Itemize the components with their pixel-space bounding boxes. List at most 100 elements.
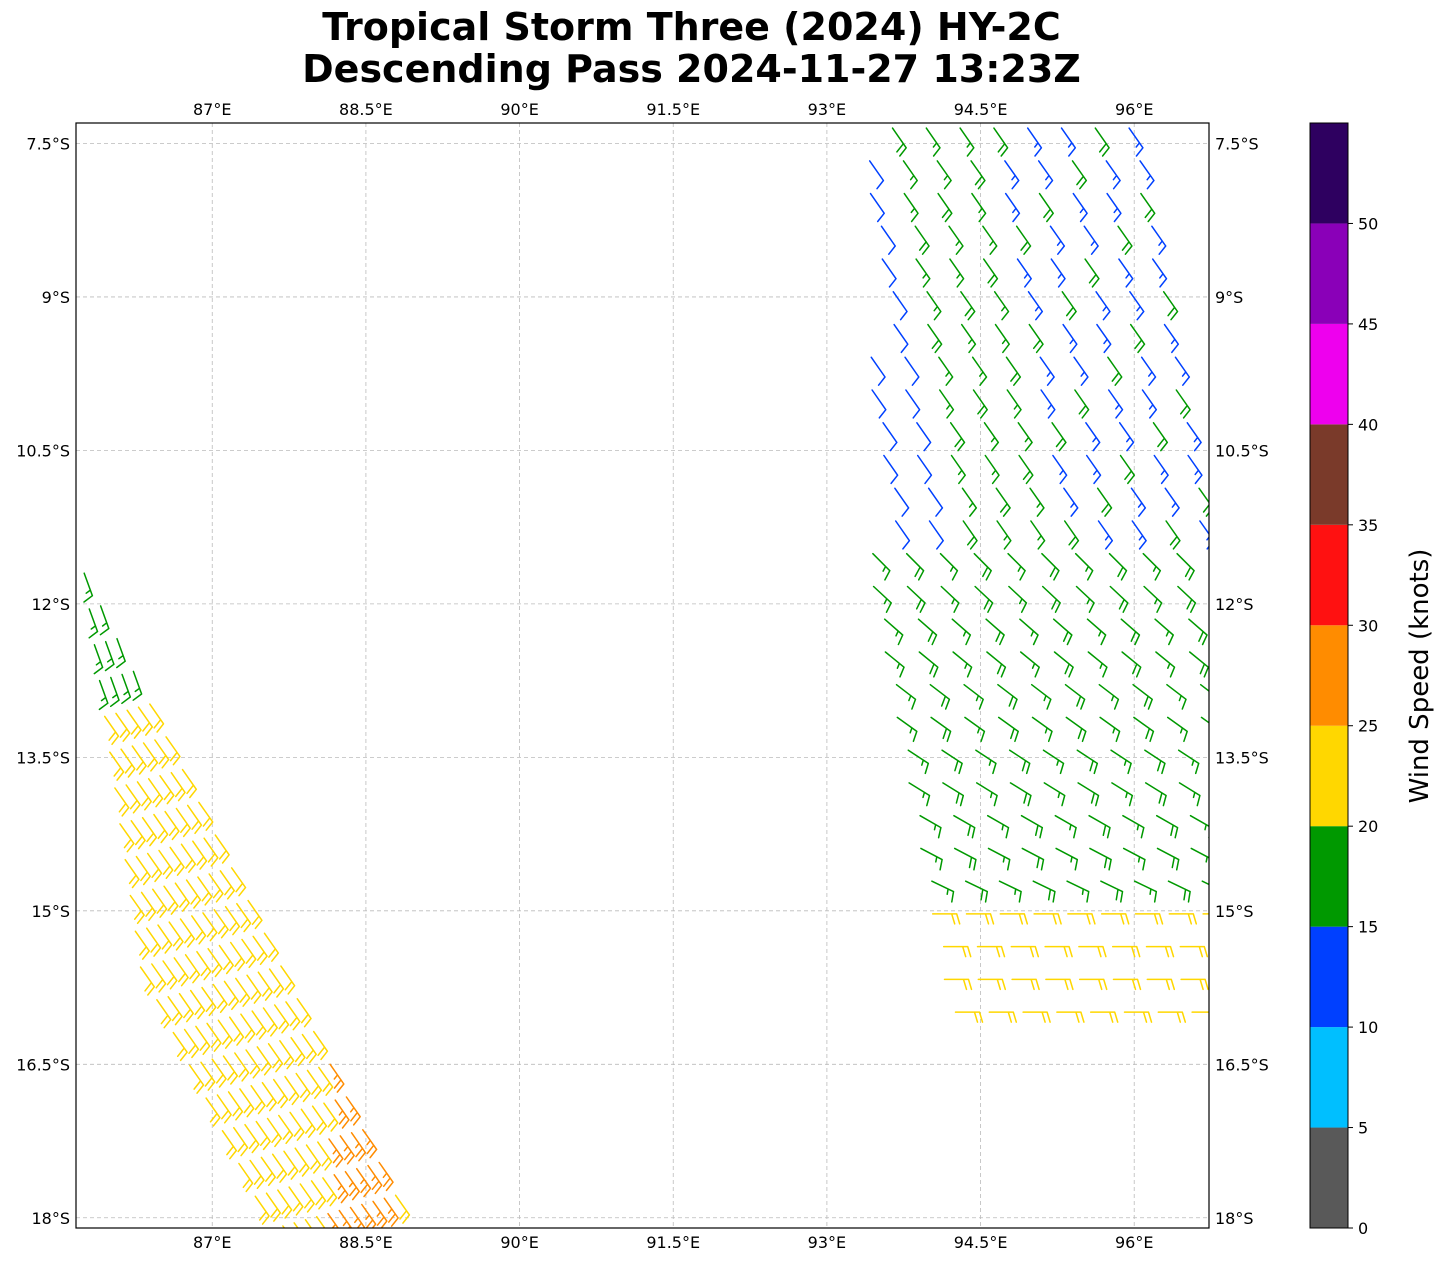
wind-barb	[1108, 552, 1128, 581]
colorbar-segment	[1310, 424, 1348, 525]
wind-barb	[1175, 389, 1191, 419]
wind-barb	[965, 913, 995, 925]
wind-barb	[186, 804, 203, 835]
wind-barb	[383, 1197, 399, 1227]
wind-barb	[918, 651, 939, 678]
colorbar-segment	[1310, 1027, 1348, 1128]
wind-barb	[1028, 323, 1044, 354]
lon-tick-label-bottom: 94.5°E	[954, 1233, 1008, 1252]
wind-barb	[883, 618, 904, 646]
wind-barb	[952, 651, 973, 678]
wind-barb	[1189, 814, 1209, 839]
wind-barb	[350, 1132, 367, 1162]
wind-barb	[1140, 356, 1157, 386]
wind-barb	[222, 1055, 239, 1085]
wind-barb	[891, 127, 907, 157]
wind-barb	[1022, 1011, 1051, 1023]
wind-barb	[996, 520, 1012, 550]
wind-barb	[1120, 618, 1141, 646]
wind-barb	[333, 1174, 349, 1204]
wind-barb	[362, 1129, 378, 1159]
wind-barb	[334, 1099, 350, 1129]
wind-barb	[136, 781, 152, 811]
lon-tick-label-bottom: 93°E	[808, 1233, 846, 1252]
wind-barb	[974, 585, 994, 613]
wind-barb	[1202, 913, 1209, 915]
colorbar-segment	[1310, 223, 1348, 324]
wind-barb	[1067, 913, 1096, 925]
wind-barb	[162, 960, 178, 990]
wind-barb	[280, 965, 296, 995]
wind-barb	[216, 1094, 232, 1124]
wind-barb	[98, 679, 109, 711]
wind-barb	[1156, 847, 1180, 871]
colorbar-segment	[1310, 826, 1348, 927]
wind-barb	[869, 192, 885, 223]
wind-barb	[233, 1126, 249, 1157]
lat-tick-label-left: 9°S	[42, 288, 70, 307]
wind-barb	[1165, 520, 1181, 550]
wind-barb	[272, 1078, 289, 1109]
wind-barb	[203, 837, 219, 867]
wind-barb	[227, 1091, 244, 1121]
wind-barb	[228, 1016, 245, 1046]
wind-barb	[234, 1052, 250, 1082]
wind-barb	[394, 1194, 411, 1224]
wind-barb	[1033, 913, 1062, 925]
wind-barb	[167, 996, 183, 1026]
wind-barb	[1177, 585, 1197, 613]
wind-barb	[964, 880, 989, 903]
wind-barb	[870, 356, 886, 386]
wind-barb	[1056, 1011, 1085, 1023]
wind-barb	[279, 1040, 295, 1070]
wind-barb	[140, 891, 157, 922]
wind-barb	[200, 1061, 216, 1091]
wind-barb	[962, 520, 978, 550]
wind-barb	[972, 389, 988, 419]
wind-barb	[1179, 945, 1209, 958]
wind-barb	[1142, 552, 1162, 581]
wind-barb	[124, 858, 140, 889]
wind-barb	[1151, 258, 1168, 288]
colorbar-segment	[1310, 725, 1348, 827]
wind-barb	[938, 356, 954, 386]
wind-barb	[305, 1144, 322, 1174]
wind-barb	[999, 913, 1029, 925]
wind-barb	[1019, 651, 1040, 678]
wind-barb	[1110, 749, 1132, 775]
wind-barb	[949, 422, 966, 452]
wind-barb	[1118, 422, 1135, 452]
wind-barb	[135, 855, 151, 886]
colorbar-tick-label: 10	[1358, 1018, 1378, 1037]
wind-barb	[971, 192, 987, 223]
wind-barb	[345, 1096, 361, 1126]
wind-barb	[908, 782, 931, 807]
wind-barb	[214, 834, 230, 864]
wind-barb	[1008, 585, 1028, 613]
wind-barb	[1066, 880, 1090, 903]
wind-barb	[976, 945, 1006, 958]
lat-tick-label-left: 10.5°S	[16, 441, 70, 460]
wind-barb	[1074, 389, 1090, 419]
lon-tick-label-top: 93°E	[808, 100, 846, 119]
colorbar-tick-label: 5	[1358, 1119, 1368, 1138]
wind-barb	[271, 1153, 288, 1183]
wind-barb	[1076, 749, 1099, 775]
wind-barb	[1099, 716, 1121, 743]
wind-barb	[246, 974, 262, 1004]
wind-barb	[937, 192, 953, 223]
wind-barb	[1064, 683, 1086, 710]
wind-barb	[263, 932, 280, 962]
wind-barb	[201, 986, 217, 1017]
wind-barb	[109, 676, 120, 708]
wind-barb	[142, 742, 159, 772]
wind-barb	[372, 1200, 388, 1228]
lat-tick-label-left: 16.5°S	[16, 1055, 70, 1074]
wind-barb	[1111, 945, 1141, 958]
wind-barb	[301, 1033, 317, 1064]
wind-barb	[1107, 389, 1124, 419]
wind-barb	[294, 1147, 310, 1177]
wind-barb	[318, 1066, 334, 1096]
wind-barb	[1166, 683, 1187, 710]
wind-barb	[156, 999, 172, 1029]
